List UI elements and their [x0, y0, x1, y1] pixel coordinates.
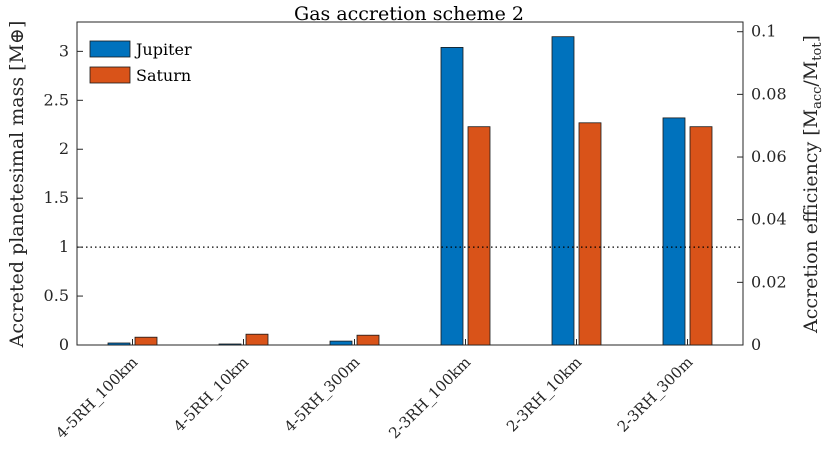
x-tick-label: 4-5RH_100km	[52, 353, 141, 442]
y-axis-label-left: Accreted planetesimal mass [M⊕]	[6, 21, 28, 349]
x-tick-label: 2-3RH_300m	[614, 353, 697, 436]
y-tick-label: 0.5	[44, 286, 69, 305]
bar-jupiter-4	[440, 47, 464, 346]
bar-saturn-5	[578, 122, 602, 346]
legend-label-jupiter: Jupiter	[134, 40, 192, 59]
x-axis: 4-5RH_100km 4-5RH_10km 4-5RH_300m 2-3RH_100…	[52, 339, 696, 442]
x-tick-label: 2-3RH_10km	[503, 353, 585, 435]
y2-tick-label: 0	[751, 335, 761, 354]
legend: Jupiter Saturn	[84, 32, 202, 92]
bar-saturn-4	[467, 126, 491, 346]
y2-tick-label: 0.06	[751, 147, 787, 166]
legend-swatch-saturn	[89, 66, 131, 84]
y-axis-label-right-main: Accretion efficiency [M	[800, 109, 822, 334]
y-axis-label-right-sub1: acc	[810, 87, 825, 109]
y-tick-label: 0	[59, 335, 69, 354]
bar-saturn-1	[134, 336, 158, 346]
bar-jupiter-3	[329, 340, 353, 346]
y-tick-label: 2.5	[44, 90, 69, 109]
y2-tick-label: 0.08	[751, 84, 787, 103]
y2-tick-label: 0.04	[751, 210, 787, 229]
y-axis-right: 0 0.02 0.04 0.06 0.08 0.1	[737, 22, 787, 354]
bars	[77, 36, 743, 346]
bar-jupiter-5	[551, 36, 575, 346]
x-tick-label: 2-3RH_100km	[385, 353, 474, 442]
y-axis-label-right-sub2: tot	[810, 42, 825, 61]
chart-title: Gas accretion scheme 2	[294, 3, 524, 25]
bar-saturn-2	[245, 333, 269, 346]
y-axis-label-right: Accretion efficiency [Macc/Mtot]	[800, 35, 825, 334]
y-axis-label-right-mid: /M	[800, 61, 822, 87]
bar-saturn-3	[356, 334, 380, 346]
legend-swatch-jupiter	[89, 40, 131, 58]
x-tick-label: 4-5RH_10km	[170, 353, 252, 435]
bar-saturn-6	[689, 126, 713, 346]
y-tick-label: 1	[59, 237, 69, 256]
y-tick-label: 2	[59, 139, 69, 158]
legend-label-saturn: Saturn	[136, 66, 191, 85]
bar-jupiter-1	[107, 342, 131, 346]
y-axis-label-right-end: ]	[800, 35, 822, 42]
y-tick-label: 1.5	[44, 188, 69, 207]
y-axis-left: 0 0.5 1 1.5 2 2.5 3	[44, 41, 83, 354]
x-tick-label: 4-5RH_300m	[281, 353, 364, 436]
y2-tick-label: 0.1	[751, 22, 776, 41]
y-tick-label: 3	[59, 41, 69, 60]
bar-jupiter-6	[662, 117, 686, 346]
y2-tick-label: 0.02	[751, 272, 787, 291]
plot-frame	[76, 21, 744, 346]
bar-jupiter-2	[218, 343, 242, 346]
